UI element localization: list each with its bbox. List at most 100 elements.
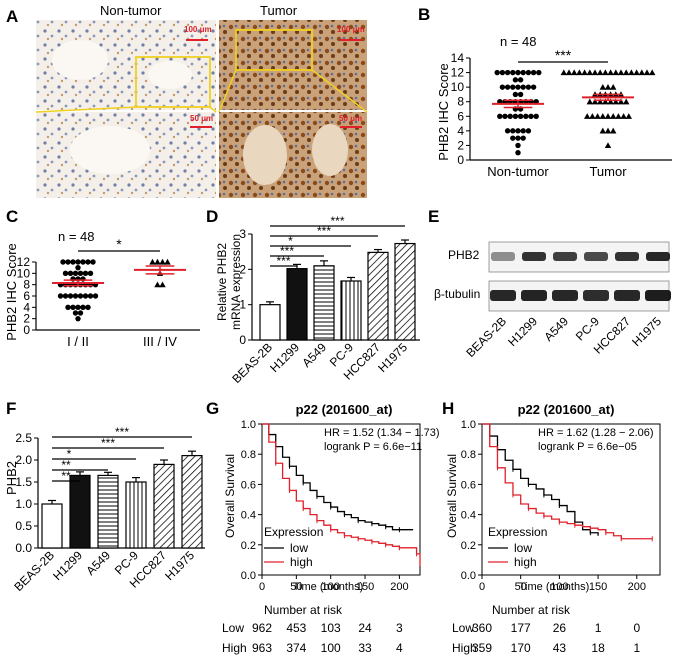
data-point xyxy=(638,69,645,76)
lane-label: BEAS-2B xyxy=(463,314,509,360)
plot-frame xyxy=(481,423,661,576)
data-point xyxy=(576,69,583,76)
panel-label-d: D xyxy=(206,207,218,226)
y-tick-label: 0.6 xyxy=(241,479,256,491)
panel-label-a: A xyxy=(6,7,18,26)
significance-label: *** xyxy=(330,214,344,228)
x-tick-label: 100 xyxy=(550,581,568,593)
data-point xyxy=(581,69,588,76)
risk-value: 359 xyxy=(472,641,492,655)
data-point xyxy=(512,113,519,119)
data-point xyxy=(499,84,506,90)
data-point xyxy=(70,259,76,265)
y-tick-label: 8 xyxy=(457,95,464,109)
category-label: I / II xyxy=(67,334,89,349)
logrank-p: logrank P = 6.6e−11 xyxy=(324,441,422,453)
blot-band-phb2 xyxy=(522,252,546,261)
data-point xyxy=(517,91,524,98)
plot-f: 0.00.51.01.52.02.5BEAS-2BH1299A549PC-9HC… xyxy=(11,425,205,594)
y-tick-label: 2.0 xyxy=(15,453,32,467)
y-tick-label: 2 xyxy=(239,262,246,276)
data-point xyxy=(87,293,94,299)
panel-label-b: B xyxy=(418,5,430,24)
category-label: A549 xyxy=(299,340,329,370)
y-axis-label: PHB2 IHC Score xyxy=(436,63,451,161)
bar xyxy=(367,251,389,341)
data-point xyxy=(510,69,516,76)
data-point xyxy=(62,293,69,299)
data-point xyxy=(586,69,593,76)
panel-d: D Relative PHB2 mRNA expression 0123BEAS… xyxy=(206,207,420,386)
data-point xyxy=(80,259,86,265)
significance-label: ** xyxy=(61,469,71,483)
data-point xyxy=(584,113,591,119)
zoom-line xyxy=(35,106,137,113)
data-point xyxy=(515,128,521,134)
category-label: H1299 xyxy=(267,340,302,375)
data-point xyxy=(599,127,606,134)
data-point xyxy=(571,69,578,76)
km-title: p22 (201600_at) xyxy=(518,402,615,417)
data-point xyxy=(70,276,76,282)
data-point xyxy=(604,142,612,149)
y-tick-label: 0.6 xyxy=(461,479,476,491)
y-tick-label: 1.0 xyxy=(461,419,476,431)
data-point xyxy=(57,293,64,299)
data-point xyxy=(77,310,84,316)
y-tick-label: 2 xyxy=(457,138,464,152)
gland-lumen xyxy=(243,125,287,185)
data-point xyxy=(525,69,532,76)
data-point xyxy=(520,69,526,76)
data-point xyxy=(75,259,81,265)
data-point xyxy=(504,128,511,134)
panel-label-c: C xyxy=(6,207,18,226)
data-point xyxy=(494,69,500,76)
data-point xyxy=(159,258,166,265)
scale-label-top-left: 100 μm xyxy=(184,25,212,34)
data-point xyxy=(507,113,513,119)
data-point xyxy=(625,113,632,119)
logrank-p: logrank P = 6.6e−05 xyxy=(538,441,637,453)
data-point xyxy=(520,135,526,141)
y-tick-label: 10 xyxy=(451,80,465,94)
data-point xyxy=(82,293,89,299)
data-point xyxy=(154,281,161,288)
y-tick-label: 0.0 xyxy=(15,541,32,555)
data-point xyxy=(60,259,66,265)
data-point xyxy=(620,113,627,119)
panel-label-g: G xyxy=(206,399,219,418)
zoom-line xyxy=(311,69,368,113)
data-point xyxy=(75,315,81,322)
panel-label-e: E xyxy=(428,207,439,226)
legend-high: high xyxy=(514,555,537,569)
y-tick-label: 0 xyxy=(239,333,246,347)
significance-label: *** xyxy=(115,425,129,439)
y-axis-label: Overall Survival xyxy=(223,454,237,538)
data-point xyxy=(70,304,76,311)
x-axis-label: Time (months) xyxy=(293,581,364,593)
bar xyxy=(313,265,335,341)
significance-label: *** xyxy=(280,244,294,258)
data-point xyxy=(612,98,619,105)
alveolus xyxy=(148,61,192,89)
significance-label: * xyxy=(67,447,72,461)
col-label-non-tumor: Non-tumor xyxy=(100,3,162,18)
y-tick-label: 6 xyxy=(23,289,30,303)
blot-strip-phb2 xyxy=(488,241,670,273)
y-tick-label: 2.5 xyxy=(15,431,32,445)
data-point xyxy=(72,310,79,316)
data-point xyxy=(75,304,81,311)
risk-row-label: Low xyxy=(222,621,244,635)
y-axis-label: PHB2 IHC Score xyxy=(4,243,19,341)
risk-value: 103 xyxy=(321,621,341,635)
significance-label: *** xyxy=(317,224,331,238)
risk-value: 33 xyxy=(358,641,372,655)
risk-value: 963 xyxy=(252,641,272,655)
y-tick-label: 0.2 xyxy=(461,540,476,552)
category-label: Tumor xyxy=(589,164,627,179)
plot-frame xyxy=(261,423,421,576)
data-point xyxy=(525,84,532,90)
risk-value: 24 xyxy=(358,621,372,635)
